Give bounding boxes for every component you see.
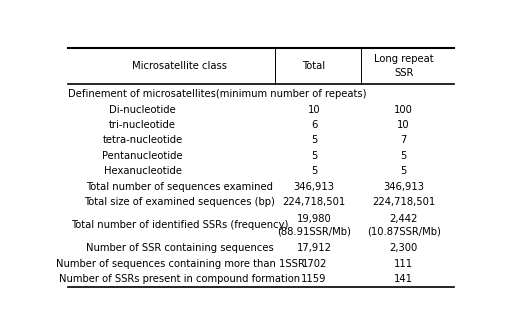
Text: Definement of microsatellites(minimum number of repeats): Definement of microsatellites(minimum nu… bbox=[68, 89, 366, 99]
Text: 100: 100 bbox=[394, 105, 413, 115]
Text: Long repeat
SSR: Long repeat SSR bbox=[374, 54, 434, 77]
Text: 19,980
(88.91SSR/Mb): 19,980 (88.91SSR/Mb) bbox=[277, 214, 351, 237]
Text: 7: 7 bbox=[401, 136, 407, 146]
Text: 10: 10 bbox=[398, 120, 410, 130]
Text: Number of SSR containing sequences: Number of SSR containing sequences bbox=[86, 243, 274, 253]
Text: Total number of identified SSRs (frequency): Total number of identified SSRs (frequen… bbox=[71, 220, 289, 230]
Text: 224,718,501: 224,718,501 bbox=[282, 197, 346, 207]
Text: Number of sequences containing more than 1SSR: Number of sequences containing more than… bbox=[55, 259, 304, 269]
Text: 1702: 1702 bbox=[301, 259, 327, 269]
Text: 5: 5 bbox=[401, 151, 407, 161]
Text: 224,718,501: 224,718,501 bbox=[372, 197, 435, 207]
Text: 10: 10 bbox=[308, 105, 321, 115]
Text: Number of SSRs present in compound formation: Number of SSRs present in compound forma… bbox=[60, 274, 300, 284]
Text: 17,912: 17,912 bbox=[297, 243, 332, 253]
Text: Hexanucleotide: Hexanucleotide bbox=[103, 166, 182, 176]
Text: 5: 5 bbox=[311, 136, 317, 146]
Text: 346,913: 346,913 bbox=[383, 182, 424, 192]
Text: 5: 5 bbox=[311, 166, 317, 176]
Text: 2,442
(10.87SSR/Mb): 2,442 (10.87SSR/Mb) bbox=[366, 214, 441, 237]
Text: 5: 5 bbox=[401, 166, 407, 176]
Text: 6: 6 bbox=[311, 120, 317, 130]
Text: Di-nucleotide: Di-nucleotide bbox=[109, 105, 176, 115]
Text: Microsatellite class: Microsatellite class bbox=[132, 61, 228, 71]
Text: 111: 111 bbox=[394, 259, 413, 269]
Text: tetra-nucleotide: tetra-nucleotide bbox=[102, 136, 183, 146]
Text: Total: Total bbox=[302, 61, 326, 71]
Text: Total number of sequences examined: Total number of sequences examined bbox=[87, 182, 273, 192]
Text: tri-nucleotide: tri-nucleotide bbox=[109, 120, 176, 130]
Text: Total size of examined sequences (bp): Total size of examined sequences (bp) bbox=[84, 197, 275, 207]
Text: 2,300: 2,300 bbox=[389, 243, 418, 253]
Text: Pentanucleotide: Pentanucleotide bbox=[102, 151, 183, 161]
Text: 1159: 1159 bbox=[301, 274, 327, 284]
Text: 5: 5 bbox=[311, 151, 317, 161]
Text: 346,913: 346,913 bbox=[294, 182, 334, 192]
Text: 141: 141 bbox=[394, 274, 413, 284]
